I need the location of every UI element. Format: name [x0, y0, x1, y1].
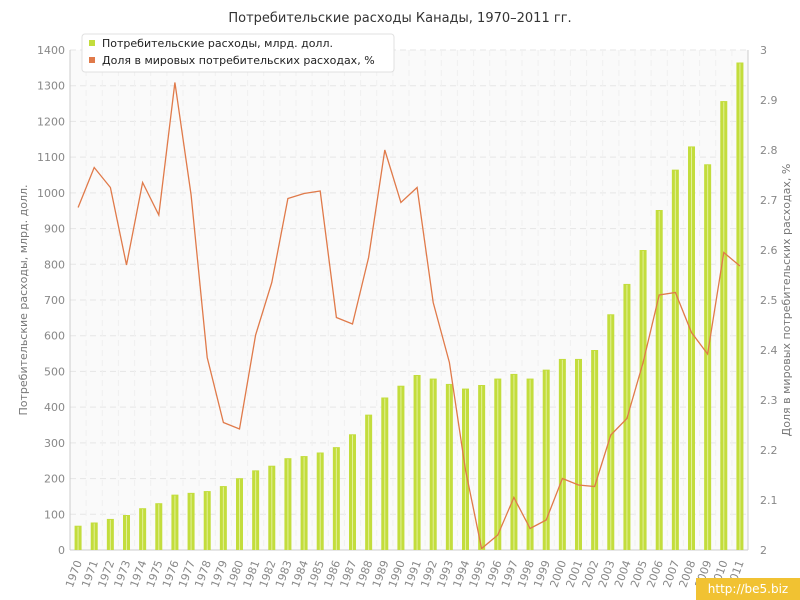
right-axis-ticks: 2 2.1 2.2 2.3 2.4 2.5 2.6 2.7 2.8 2.9 3 [760, 44, 778, 557]
y-left-tick-label: 300 [44, 437, 65, 450]
legend-entry-line: Доля в мировых потребительских расходах,… [102, 54, 375, 67]
y-right-tick-label: 2.2 [760, 444, 778, 457]
y-right-tick-label: 2.4 [760, 344, 778, 357]
left-axis-ticks: 0 100 200 300 400 500 600 700 800 900 1000 1100 1200… [37, 44, 65, 557]
y-left-tick-label: 700 [44, 294, 65, 307]
line-series [77, 82, 741, 550]
y-right-tick-label: 2.1 [760, 494, 778, 507]
y-right-tick-label: 2.8 [760, 144, 778, 157]
y-right-tick-label: 2.7 [760, 194, 778, 207]
legend: Потребительские расходы, млрд. долл. Дол… [81, 33, 395, 73]
y-axis-right-label: Доля в мировых потребительских расходах,… [780, 164, 793, 437]
x-axis-ticks: 1970197119721973197419751976197719781979… [63, 559, 747, 590]
y-left-tick-label: 1300 [37, 80, 65, 93]
y-right-tick-label: 2 [760, 544, 767, 557]
y-right-tick-label: 3 [760, 44, 767, 57]
watermark: http://be5.biz [696, 578, 800, 600]
y-axis-left-label: Потребительские расходы, млрд. долл. [17, 185, 30, 416]
y-left-tick-label: 1100 [37, 151, 65, 164]
line-path [77, 82, 741, 550]
y-left-tick-label: 400 [44, 401, 65, 414]
y-right-tick-label: 2.5 [760, 294, 778, 307]
y-left-tick-label: 0 [58, 544, 65, 557]
y-left-tick-label: 1400 [37, 44, 65, 57]
legend-box [81, 33, 395, 73]
y-left-tick-label: 600 [44, 330, 65, 343]
y-left-tick-label: 1200 [37, 115, 65, 128]
legend-entry-bar: Потребительские расходы, млрд. долл. [102, 37, 333, 50]
y-right-tick-label: 2.3 [760, 394, 778, 407]
y-left-tick-label: 800 [44, 258, 65, 271]
y-right-tick-label: 2.6 [760, 244, 778, 257]
y-left-tick-label: 500 [44, 365, 65, 378]
chart-title: Потребительские расходы Канады, 1970–201… [228, 11, 571, 26]
y-right-tick-label: 2.9 [760, 94, 778, 107]
y-left-tick-label: 200 [44, 473, 65, 486]
legend-swatch-line [89, 57, 95, 63]
y-left-tick-label: 100 [44, 508, 65, 521]
y-left-tick-label: 1000 [37, 187, 65, 200]
y-left-tick-label: 900 [44, 223, 65, 236]
legend-swatch-bar [89, 40, 95, 46]
